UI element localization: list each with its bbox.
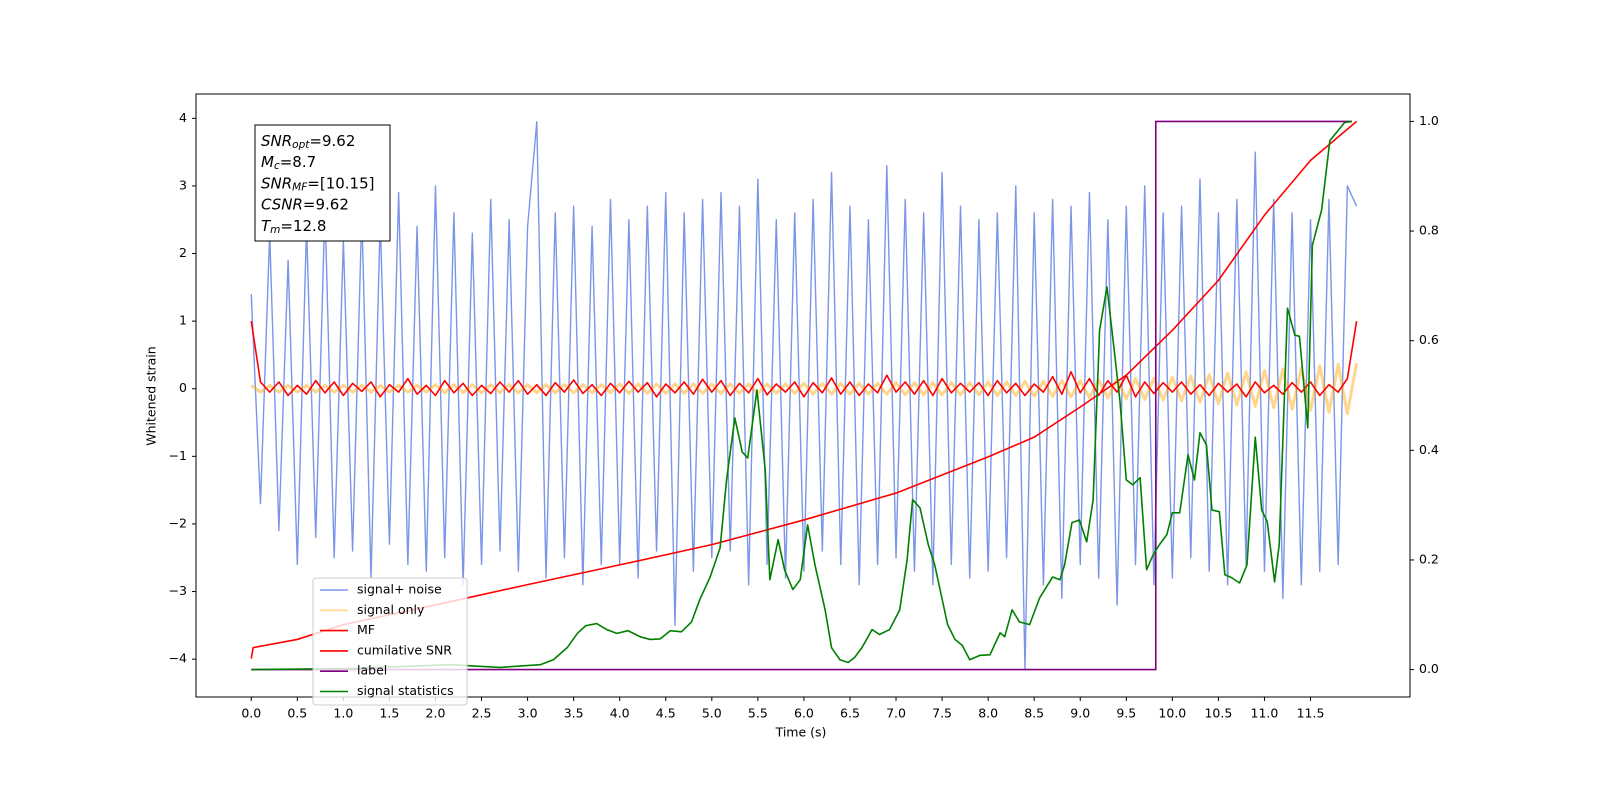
legend-label: signal+ noise [357, 582, 442, 597]
annotation-line: SNRMF=[10.15] [261, 174, 375, 194]
series-line [250, 362, 1359, 416]
y-tick-label: 2 [179, 245, 187, 260]
series-line [251, 120, 1352, 671]
legend-label: signal statistics [357, 683, 454, 698]
y-tick-label: 0 [179, 380, 187, 395]
annotation-symbol: CSNR [261, 195, 303, 213]
y2-tick-label: 0.6 [1419, 332, 1439, 347]
y-tick-label: −2 [169, 515, 187, 530]
annotation-symbol: SNR [261, 132, 292, 150]
x-tick-label: 1.5 [379, 706, 399, 721]
y2-tick-label: 0.4 [1419, 442, 1439, 457]
series-line [251, 120, 1353, 671]
x-tick-label: 4.0 [610, 706, 630, 721]
x-tick-label: 8.0 [978, 706, 998, 721]
legend-label: MF [357, 622, 375, 637]
axes: 0.0 0.5 1.0 1.5 2.0 2.5 3.0 3.5 4.0 4.5 5.0 5.5 6.0 6… [169, 110, 1439, 721]
annotation-subscript: MF [292, 181, 308, 193]
y2-tick-label: 1.0 [1419, 113, 1439, 128]
y-tick-label: 3 [179, 177, 187, 192]
y-axis-label: Whitened strain [144, 346, 159, 445]
series-line [250, 121, 1358, 670]
annotation-frame [254, 124, 391, 242]
annotation-symbol: SNR [261, 174, 292, 192]
legend: signal+ noise signal only MF cumilative SNR… [312, 577, 468, 706]
annotation-line: Tm=12.8 [261, 216, 326, 236]
legend-label: cumilative SNR [357, 642, 452, 657]
x-tick-label: 11.5 [1297, 706, 1325, 721]
x-axis-label: Time (s) [775, 725, 827, 740]
annotation-symbol: T [261, 216, 272, 234]
x-tick-label: 6.5 [840, 706, 860, 721]
x-tick-label: 2.5 [472, 706, 492, 721]
x-tick-label: 7.0 [886, 706, 906, 721]
annotation-subscript: opt [292, 139, 310, 151]
annotation-line: Mc=8.7 [261, 153, 316, 173]
annotation-subscript: c [274, 160, 280, 172]
x-tick-label: 2.0 [426, 706, 446, 721]
x-tick-label: 4.5 [656, 706, 676, 721]
y2-tick-label: 0.2 [1419, 551, 1439, 566]
x-tick-label: 11.0 [1251, 706, 1279, 721]
annotation-box: SNRopt=9.62Mc=8.7SNRMF=[10.15]CSNR=9.62T… [254, 124, 391, 242]
annotation-text: =9.62 [309, 132, 355, 150]
annotation-text: =12.8 [280, 216, 326, 234]
annotation-line: CSNR=9.62 [261, 195, 349, 213]
x-tick-label: 7.5 [932, 706, 952, 721]
legend-label: label [357, 663, 387, 678]
y-tick-label: −4 [169, 651, 187, 666]
x-tick-label: 9.0 [1070, 706, 1090, 721]
legend-label: signal only [357, 602, 425, 617]
legend-frame [312, 577, 468, 706]
annotation-symbol: M [261, 153, 274, 171]
series-line [250, 321, 1358, 398]
x-tick-label: 0.0 [241, 706, 261, 721]
y2-tick-label: 0.0 [1419, 661, 1439, 676]
x-tick-label: 0.5 [287, 706, 307, 721]
annotation-text: =9.62 [303, 195, 349, 213]
annotation-subscript: m [270, 224, 280, 236]
y2-tick-label: 0.8 [1419, 223, 1439, 238]
x-tick-label: 9.5 [1116, 706, 1136, 721]
x-tick-label: 6.0 [794, 706, 814, 721]
annotation-text: =8.7 [280, 153, 316, 171]
x-tick-label: 3.5 [564, 706, 584, 721]
y-tick-label: −3 [169, 583, 187, 598]
annotation-line: SNRopt=9.62 [261, 132, 355, 152]
x-tick-label: 3.0 [518, 706, 538, 721]
x-tick-label: 5.0 [702, 706, 722, 721]
x-tick-label: 8.5 [1024, 706, 1044, 721]
y-tick-label: −1 [169, 448, 187, 463]
axes-frame [195, 93, 1411, 698]
y-tick-label: 4 [179, 110, 187, 125]
annotation-text: =[10.15] [307, 174, 374, 192]
x-tick-label: 5.5 [748, 706, 768, 721]
y-tick-label: 1 [179, 313, 187, 328]
x-tick-label: 10.0 [1158, 706, 1186, 721]
x-tick-label: 1.0 [333, 706, 353, 721]
x-tick-label: 10.5 [1204, 706, 1232, 721]
